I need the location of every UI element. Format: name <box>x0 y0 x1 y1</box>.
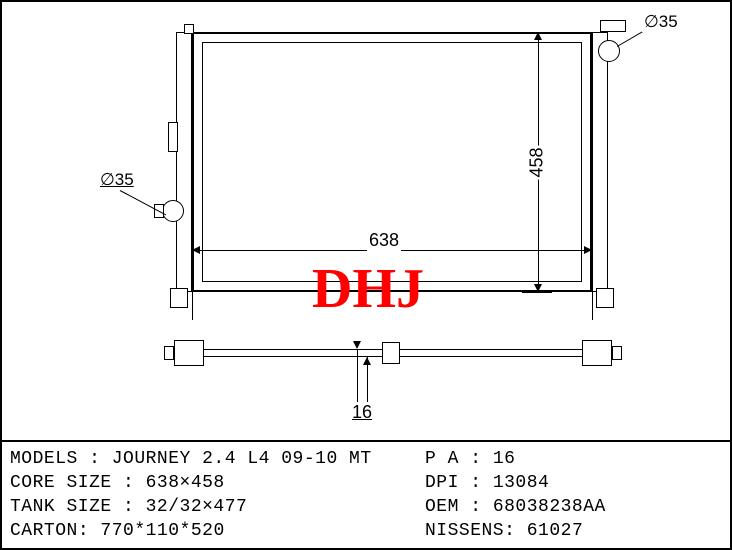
dim-height-arrow-b <box>534 284 542 292</box>
dim-right-port: ∅35 <box>642 12 680 32</box>
label: CORE SIZE <box>10 473 112 493</box>
left-tank <box>176 32 192 292</box>
left-port <box>162 200 184 222</box>
dim-height-arrow-t <box>534 32 542 40</box>
side-left-block <box>174 340 204 366</box>
label: CARTON <box>10 521 78 541</box>
value: 61027 <box>527 521 584 541</box>
right-port <box>598 40 620 62</box>
side-mid-block <box>382 342 400 364</box>
dim-width-ext-l <box>192 292 193 320</box>
dim-height-text: 458 <box>527 145 548 179</box>
side-right-block <box>582 340 612 366</box>
table-row: CORE SIZE : 638×458 DPI : 13084 <box>10 471 722 495</box>
dim-width-arrow-r <box>584 246 592 254</box>
bracket-br <box>596 288 614 308</box>
right-tank <box>592 32 608 292</box>
side-left-stub <box>164 346 174 360</box>
label: TANK SIZE <box>10 497 112 517</box>
side-right-stub <box>612 346 622 360</box>
table-row: CARTON: 770*110*520 NISSENS: 61027 <box>10 519 722 543</box>
dim-thick-text: 16 <box>350 402 374 423</box>
bracket-bl <box>170 288 188 308</box>
value: 13084 <box>493 473 550 493</box>
value: 68038238AA <box>493 497 606 517</box>
section-divider <box>2 440 730 442</box>
label: MODELS <box>10 449 78 469</box>
drawing-area: 638 458 ∅35 ∅35 16 DHJ <box>2 2 730 440</box>
table-row: TANK SIZE : 32/32×477 OEM : 68038238AA <box>10 495 722 519</box>
watermark-text: DHJ <box>312 257 424 321</box>
label: DPI <box>425 473 459 493</box>
label: NISSENS <box>425 521 504 541</box>
info-table: MODELS : JOURNEY 2.4 L4 09-10 MT P A : 1… <box>10 447 722 543</box>
table-row: MODELS : JOURNEY 2.4 L4 09-10 MT P A : 1… <box>10 447 722 471</box>
value: JOURNEY 2.4 L4 09-10 MT <box>112 449 372 469</box>
right-cap <box>600 20 626 32</box>
value: 770*110*520 <box>100 521 224 541</box>
leader-left-port <box>120 190 166 215</box>
value: 16 <box>493 449 516 469</box>
label: P A <box>425 449 459 469</box>
dim-left-port: ∅35 <box>98 170 136 190</box>
dim-thick-arrow-b <box>363 357 371 365</box>
dim-width-arrow-l <box>192 246 200 254</box>
dim-thick-arrow-t <box>353 341 361 349</box>
dim-height-ext-b <box>522 292 552 293</box>
bracket-tl <box>184 24 194 34</box>
value: 638×458 <box>146 473 225 493</box>
dim-thick-line <box>357 349 358 409</box>
dim-width-text: 638 <box>367 230 401 251</box>
dim-width-ext-r <box>592 292 593 320</box>
bracket-ml <box>168 122 178 152</box>
value: 32/32×477 <box>146 497 248 517</box>
label: OEM <box>425 497 459 517</box>
